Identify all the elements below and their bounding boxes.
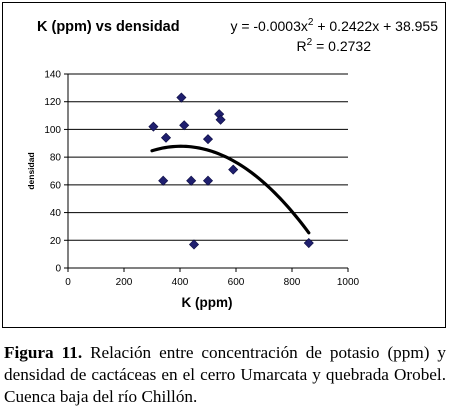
- chart-svg: K (ppm) vs densidad y = -0.0003x2 + 0.24…: [26, 17, 438, 310]
- data-point: [202, 134, 214, 145]
- y-tick-label: 120: [44, 97, 61, 108]
- data-point: [158, 175, 169, 186]
- chart-frame: K (ppm) vs densidad y = -0.0003x2 + 0.24…: [2, 2, 446, 328]
- data-point: [215, 114, 226, 125]
- data-point: [202, 175, 214, 186]
- axes: [64, 73, 349, 272]
- y-tick-label: 60: [50, 180, 62, 191]
- y-tick-labels: 0 20 40 60 80 100 120 140: [44, 70, 61, 275]
- x-tick-labels: 0 200 400 600 800 1000: [65, 277, 359, 288]
- x-tick-label: 600: [228, 277, 245, 288]
- data-point: [160, 132, 172, 143]
- data-point: [148, 121, 159, 132]
- y-tick-label: 0: [55, 264, 61, 275]
- x-tick-label: 200: [116, 277, 133, 288]
- data-point: [228, 164, 239, 175]
- y-tick-label: 100: [44, 125, 61, 136]
- x-tick-label: 400: [172, 277, 189, 288]
- data-point: [303, 238, 314, 249]
- caption-label: Figura 11.: [4, 343, 83, 362]
- y-tick-label: 20: [50, 236, 62, 247]
- figure-caption: Figura 11. Relación entre concentración …: [4, 342, 446, 408]
- data-point: [186, 175, 197, 186]
- y-tick-label: 80: [50, 153, 62, 164]
- y-axis-title: densidad: [26, 152, 36, 189]
- y-tick-label: 140: [44, 70, 61, 81]
- gridlines: [68, 73, 348, 241]
- trendline-equation: y = -0.0003x2 + 0.2422x + 38.955: [230, 17, 438, 34]
- trendline-layer: [150, 144, 311, 235]
- trendline: [150, 144, 311, 235]
- caption-text: Relación entre concentración de potasio …: [4, 343, 446, 406]
- x-axis-title: K (ppm): [182, 295, 233, 310]
- chart-title: K (ppm) vs densidad: [37, 19, 180, 35]
- data-point: [188, 239, 200, 250]
- data-point: [176, 92, 187, 103]
- x-tick-label: 1000: [337, 277, 360, 288]
- y-tick-label: 40: [50, 208, 62, 219]
- r-squared-label: R2 = 0.2732: [297, 37, 372, 54]
- data-point: [179, 120, 190, 131]
- data-points: [148, 92, 314, 250]
- x-tick-label: 800: [284, 277, 301, 288]
- x-tick-label: 0: [65, 277, 71, 288]
